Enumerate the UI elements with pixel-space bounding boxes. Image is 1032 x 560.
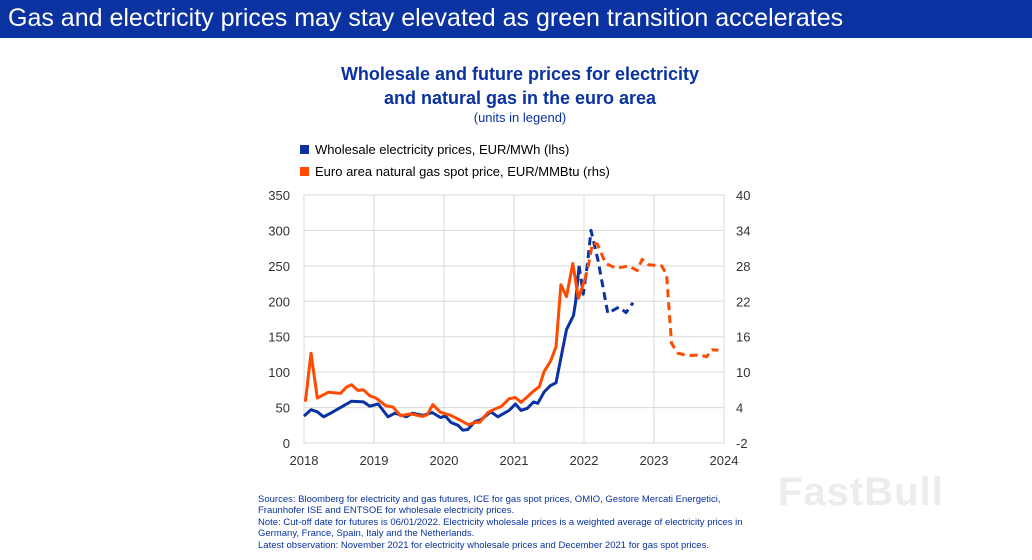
note-line: Latest observation: November 2021 for el… [258,539,709,551]
y-tick-label-rhs: 16 [736,330,750,345]
x-tick-label: 2020 [430,453,459,468]
chart-subtitle: (units in legend) [473,110,567,125]
y-tick-label-rhs: 10 [736,365,750,380]
y-tick-label-rhs: 34 [736,223,750,238]
y-tick-label-lhs: 50 [276,401,290,416]
note-line: Sources: Bloomberg for electricity and g… [258,494,721,505]
note-line: Germany, France, Spain, Italy and the Ne… [258,528,475,540]
header-banner: Gas and electricity prices may stay elev… [0,0,1032,38]
note-line: Fraunhofer ISE and ENTSOE for wholesale … [258,505,515,517]
series-line-electricity-actual [302,265,581,432]
slide-title: Gas and electricity prices may stay elev… [8,4,844,32]
chart-notes: Sources: Bloomberg for electricity and g… [258,494,778,551]
x-tick-label: 2024 [710,453,739,468]
plot-area-border [303,194,725,444]
legend-item-electricity: Wholesale electricity prices, EUR/MWh (l… [300,142,569,157]
legend-swatch-gas [300,167,309,176]
series-line-electricity-futures [577,228,635,315]
chart-title: Wholesale and future prices for electric… [270,62,770,110]
x-tick-label: 2019 [360,453,389,468]
legend-label-gas: Euro area natural gas spot price, EUR/MM… [315,164,610,179]
chart-title-line1: Wholesale and future prices for electric… [340,64,700,84]
y-tick-label-lhs: 350 [268,188,290,203]
y-tick-label-rhs: 28 [736,259,750,274]
y-tick-label-lhs: 300 [268,223,290,238]
line-chart: 0 50 100 150 200 250 300 350 -2 4 10 16 22 28 34 40 2018… [268,188,750,468]
y-tick-label-rhs: 4 [736,401,743,416]
note-line: Note: Cut-off date for futures is 06/01/… [258,516,743,528]
y-tick-label-lhs: 0 [283,436,290,451]
x-tick-label: 2021 [500,453,529,468]
y-tick-label-rhs: 22 [736,294,750,309]
chart-title-line2: and natural gas in the euro area [383,88,657,108]
legend-item-gas: Euro area natural gas spot price, EUR/MM… [300,164,610,179]
x-tick-label: 2022 [570,453,599,468]
legend-label-electricity: Wholesale electricity prices, EUR/MWh (l… [315,142,570,157]
y-tick-label-lhs: 100 [268,365,290,380]
series-line-gas-actual [303,262,587,427]
x-tick-label: 2023 [640,453,669,468]
series-line-gas-futures [583,241,719,359]
y-tick-label-rhs: 40 [736,188,750,203]
x-tick-label: 2018 [290,453,319,468]
y-tick-label-lhs: 150 [268,330,290,345]
y-tick-label-rhs: -2 [736,436,748,451]
y-tick-label-lhs: 200 [268,294,290,309]
legend-swatch-electricity [300,145,309,154]
y-tick-label-lhs: 250 [268,259,290,274]
watermark-logo: FastBull [778,470,944,514]
